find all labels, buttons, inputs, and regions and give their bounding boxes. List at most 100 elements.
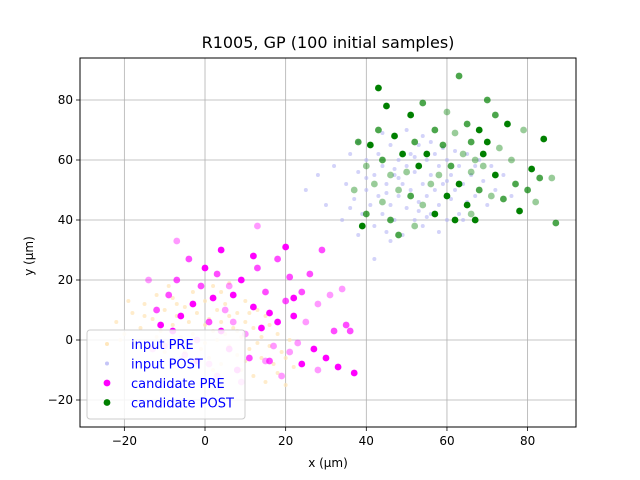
candidate-post-point	[443, 108, 451, 116]
candidate-post-point	[403, 168, 411, 176]
candidate-pre-point	[342, 321, 350, 329]
input-post-point	[436, 230, 441, 234]
chart-title: R1005, GP (100 initial samples)	[202, 33, 455, 52]
input-pre-point	[255, 308, 260, 312]
candidate-post-point	[512, 180, 519, 188]
input-post-point	[453, 188, 458, 192]
y-tick-label: 0	[65, 333, 73, 347]
candidate-pre-point	[318, 246, 326, 254]
input-post-point	[436, 203, 441, 207]
candidate-post-point	[362, 162, 370, 170]
input-post-point	[404, 206, 409, 210]
input-post-point	[392, 167, 397, 171]
candidate-pre-point	[229, 291, 237, 299]
input-post-point	[436, 164, 441, 168]
candidate-post-point	[370, 180, 378, 188]
x-axis-label: x (µm)	[308, 456, 348, 470]
candidate-pre-point	[282, 297, 290, 305]
input-pre-point	[203, 323, 208, 327]
input-pre-point	[255, 341, 260, 345]
input-post-point	[477, 158, 482, 162]
input-pre-point	[130, 311, 135, 315]
input-post-point	[432, 152, 437, 156]
candidate-pre-point	[346, 327, 354, 335]
candidate-pre-point	[237, 276, 245, 284]
x-tick-label: 40	[359, 434, 374, 448]
input-post-point	[457, 212, 462, 216]
candidate-post-point	[528, 165, 536, 173]
y-tick-label: 80	[58, 93, 73, 107]
candidate-pre-point	[274, 318, 281, 326]
y-axis-label: y (µm)	[22, 236, 36, 276]
input-post-point	[408, 152, 413, 156]
candidate-pre-point	[201, 264, 209, 272]
legend-marker-candidate-pre	[103, 379, 111, 387]
candidate-post-point	[471, 156, 479, 164]
candidate-post-point	[467, 168, 475, 176]
input-post-point	[412, 155, 417, 159]
input-pre-point	[170, 323, 175, 327]
candidate-pre-point	[298, 288, 306, 296]
candidate-pre-point	[314, 366, 322, 374]
candidate-post-point	[491, 111, 499, 119]
candidate-pre-point	[249, 252, 257, 260]
input-post-point	[380, 131, 385, 135]
candidate-pre-point	[249, 303, 257, 311]
candidate-post-point	[379, 198, 386, 206]
candidate-post-point	[479, 150, 487, 158]
input-post-point	[380, 212, 385, 216]
input-post-point	[465, 152, 470, 156]
legend-marker-candidate-post	[103, 399, 111, 406]
input-pre-point	[267, 323, 272, 327]
legend-box	[86, 329, 246, 420]
input-post-point	[461, 218, 466, 222]
input-post-point	[376, 152, 381, 156]
input-pre-point	[279, 350, 284, 354]
candidate-post-point	[431, 126, 439, 134]
x-tick-label: −20	[112, 434, 137, 448]
candidate-post-point	[532, 198, 540, 206]
input-post-point	[416, 143, 421, 147]
candidate-post-point	[439, 141, 447, 149]
candidate-pre-point	[145, 276, 152, 284]
candidate-pre-point	[229, 318, 237, 326]
input-post-point	[489, 164, 494, 168]
candidate-pre-point	[254, 264, 261, 272]
input-post-point	[364, 188, 369, 192]
input-post-point	[348, 206, 353, 210]
candidate-pre-point	[294, 339, 302, 347]
legend-marker-input-post	[105, 361, 109, 366]
input-post-point	[356, 233, 361, 237]
candidate-post-point	[471, 216, 479, 224]
axis-ticks: −20 0 20 40 60 80 −20 0 20 40 60 80	[48, 93, 536, 448]
candidate-post-point	[495, 144, 503, 152]
candidate-post-point	[358, 222, 366, 230]
candidate-post-point	[407, 111, 415, 119]
candidate-post-point	[395, 186, 402, 194]
input-pre-point	[219, 320, 224, 324]
input-post-point	[412, 170, 417, 174]
candidate-post-point	[455, 180, 463, 188]
input-post-point	[448, 197, 453, 201]
x-tick-label: 20	[278, 434, 293, 448]
input-pre-point	[231, 326, 236, 330]
input-post-point	[424, 158, 429, 162]
candidate-post-point	[427, 180, 435, 188]
candidate-pre-point	[290, 312, 298, 320]
candidate-post-point	[552, 219, 560, 227]
candidate-pre-point	[173, 237, 181, 245]
input-post-point	[408, 188, 413, 192]
input-post-point	[364, 176, 369, 180]
candidate-post-point	[467, 210, 475, 218]
input-pre-point	[142, 302, 147, 306]
candidate-post-point	[387, 216, 394, 224]
candidate-post-point	[451, 129, 459, 137]
input-pre-point	[243, 299, 248, 303]
input-pre-point	[291, 365, 296, 369]
input-pre-point	[126, 299, 131, 303]
candidate-pre-point	[165, 291, 173, 299]
candidate-pre-point	[278, 372, 286, 380]
legend-label-candidate-pre: candidate PRE	[131, 377, 225, 392]
input-post-point	[453, 149, 458, 153]
plot-area-frame	[79, 57, 577, 428]
